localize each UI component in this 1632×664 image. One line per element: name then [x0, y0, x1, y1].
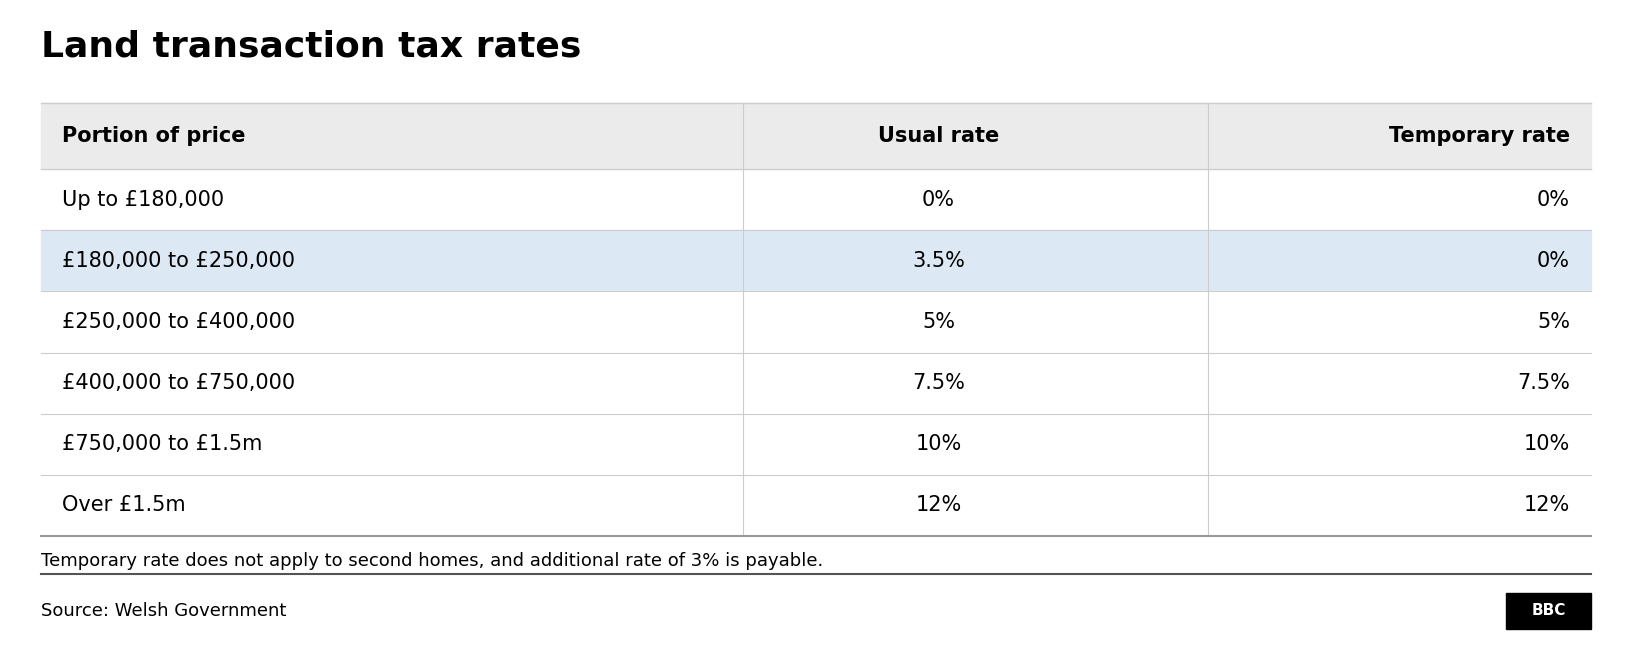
Text: 10%: 10% [1524, 434, 1570, 454]
Text: 12%: 12% [1524, 495, 1570, 515]
Text: £180,000 to £250,000: £180,000 to £250,000 [62, 251, 295, 271]
Text: Temporary rate: Temporary rate [1389, 126, 1570, 146]
Text: £750,000 to £1.5m: £750,000 to £1.5m [62, 434, 263, 454]
Text: BBC: BBC [1531, 604, 1567, 618]
Text: 3.5%: 3.5% [912, 251, 965, 271]
Text: Source: Welsh Government: Source: Welsh Government [41, 602, 286, 620]
Text: 0%: 0% [1537, 251, 1570, 271]
Text: 0%: 0% [922, 190, 955, 210]
Text: 5%: 5% [922, 312, 955, 332]
Text: 12%: 12% [916, 495, 961, 515]
Text: Up to £180,000: Up to £180,000 [62, 190, 224, 210]
Text: 5%: 5% [1537, 312, 1570, 332]
Text: Land transaction tax rates: Land transaction tax rates [41, 30, 581, 64]
Text: 10%: 10% [916, 434, 961, 454]
Text: Portion of price: Portion of price [62, 126, 245, 146]
Text: 7.5%: 7.5% [1518, 373, 1570, 393]
Text: £400,000 to £750,000: £400,000 to £750,000 [62, 373, 295, 393]
Text: £250,000 to £400,000: £250,000 to £400,000 [62, 312, 295, 332]
Text: Temporary rate does not apply to second homes, and additional rate of 3% is paya: Temporary rate does not apply to second … [41, 552, 823, 570]
Text: 7.5%: 7.5% [912, 373, 965, 393]
Text: Usual rate: Usual rate [878, 126, 999, 146]
Text: 0%: 0% [1537, 190, 1570, 210]
Text: Over £1.5m: Over £1.5m [62, 495, 186, 515]
